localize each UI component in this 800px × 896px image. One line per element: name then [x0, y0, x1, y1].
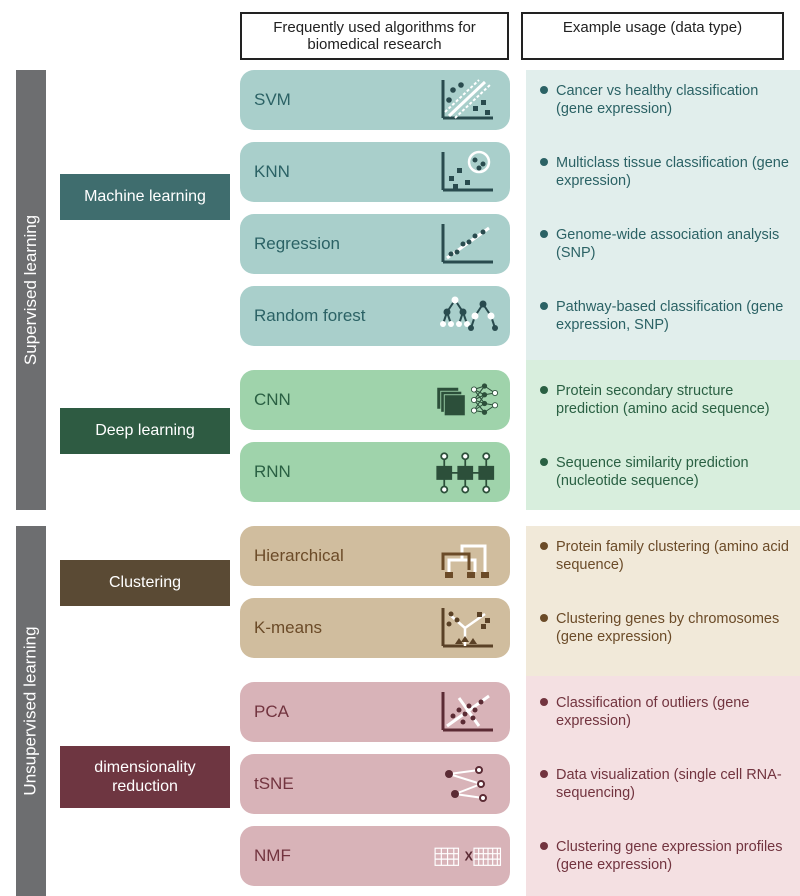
- usage-svm: Cancer vs healthy classification (gene e…: [526, 70, 800, 130]
- usage-text: Pathway-based classification (gene expre…: [556, 298, 800, 334]
- algo-name: NMF: [254, 846, 422, 866]
- algo-cnn: CNN: [240, 370, 510, 430]
- hier-icon: [432, 531, 502, 581]
- usage-hier: Protein family clustering (amino acid se…: [526, 526, 800, 586]
- header-usage: Example usage (data type): [521, 12, 784, 60]
- usage-rnn: Sequence similarity prediction (nucleoti…: [526, 442, 800, 502]
- usage-text: Cancer vs healthy classification (gene e…: [556, 82, 800, 118]
- category-ml: Machine learning: [60, 174, 230, 220]
- algo-pca: PCA: [240, 682, 510, 742]
- algo-name: Regression: [254, 234, 422, 254]
- category-label: Clustering: [109, 573, 181, 592]
- usage-text: Sequence similarity prediction (nucleoti…: [556, 454, 800, 490]
- bullet-icon: [540, 386, 548, 394]
- svg-text:X: X: [465, 850, 474, 864]
- category-dl: Deep learning: [60, 408, 230, 454]
- usage-text: Data visualization (single cell RNA-sequ…: [556, 766, 800, 802]
- usage-nmf: Clustering gene expression profiles (gen…: [526, 826, 800, 886]
- algo-km: K-means: [240, 598, 510, 658]
- usage-km: Clustering genes by chromosomes (gene ex…: [526, 598, 800, 658]
- cnn-icon: [432, 375, 502, 425]
- algo-hier: Hierarchical: [240, 526, 510, 586]
- usage-knn: Multiclass tissue classification (gene e…: [526, 142, 800, 202]
- algo-name: K-means: [254, 618, 422, 638]
- usage-reg: Genome-wide association analysis (SNP): [526, 214, 800, 274]
- algo-reg: Regression: [240, 214, 510, 274]
- rf-icon: [432, 291, 502, 341]
- regression-icon: [432, 219, 502, 269]
- usage-text: Clustering gene expression profiles (gen…: [556, 838, 800, 874]
- algo-name: Random forest: [254, 306, 422, 326]
- pca-icon: [432, 687, 502, 737]
- usage-cnn: Protein secondary structure prediction (…: [526, 370, 800, 430]
- svm-icon: [432, 75, 502, 125]
- algo-svm: SVM: [240, 70, 510, 130]
- algo-name: CNN: [254, 390, 422, 410]
- kmeans-icon: [432, 603, 502, 653]
- algo-name: KNN: [254, 162, 422, 182]
- header-algorithms: Frequently used algorithms for biomedica…: [240, 12, 509, 60]
- usage-tsne: Data visualization (single cell RNA-sequ…: [526, 754, 800, 814]
- usage-rf: Pathway-based classification (gene expre…: [526, 286, 800, 346]
- category-label: Deep learning: [95, 421, 195, 440]
- algo-name: tSNE: [254, 774, 422, 794]
- usage-text: Protein family clustering (amino acid se…: [556, 538, 800, 574]
- category-label: dimensionality reduction: [68, 758, 222, 796]
- bullet-icon: [540, 230, 548, 238]
- nmf-icon: X: [432, 831, 502, 881]
- usage-text: Multiclass tissue classification (gene e…: [556, 154, 800, 190]
- bullet-icon: [540, 302, 548, 310]
- bullet-icon: [540, 842, 548, 850]
- algo-name: PCA: [254, 702, 422, 722]
- bullet-icon: [540, 86, 548, 94]
- bullet-icon: [540, 158, 548, 166]
- rnn-icon: [432, 447, 502, 497]
- side-label-text: Supervised learning: [21, 215, 41, 365]
- tsne-icon: [432, 759, 502, 809]
- side-label-supervised: Supervised learning: [16, 70, 46, 510]
- algo-tsne: tSNE: [240, 754, 510, 814]
- side-label-unsupervised: Unsupervised learning: [16, 526, 46, 896]
- usage-text: Genome-wide association analysis (SNP): [556, 226, 800, 262]
- category-dr: dimensionality reduction: [60, 746, 230, 808]
- bullet-icon: [540, 458, 548, 466]
- bullet-icon: [540, 542, 548, 550]
- algo-nmf: NMF X: [240, 826, 510, 886]
- bullet-icon: [540, 770, 548, 778]
- usage-text: Classification of outliers (gene express…: [556, 694, 800, 730]
- algo-rnn: RNN: [240, 442, 510, 502]
- category-label: Machine learning: [84, 187, 206, 206]
- algo-name: RNN: [254, 462, 422, 482]
- usage-text: Protein secondary structure prediction (…: [556, 382, 800, 418]
- algo-name: SVM: [254, 90, 422, 110]
- category-cl: Clustering: [60, 560, 230, 606]
- bullet-icon: [540, 698, 548, 706]
- algo-rf: Random forest: [240, 286, 510, 346]
- algo-name: Hierarchical: [254, 546, 422, 566]
- bullet-icon: [540, 614, 548, 622]
- knn-icon: [432, 147, 502, 197]
- usage-text: Clustering genes by chromosomes (gene ex…: [556, 610, 800, 646]
- usage-pca: Classification of outliers (gene express…: [526, 682, 800, 742]
- algo-knn: KNN: [240, 142, 510, 202]
- side-label-text: Unsupervised learning: [21, 626, 41, 795]
